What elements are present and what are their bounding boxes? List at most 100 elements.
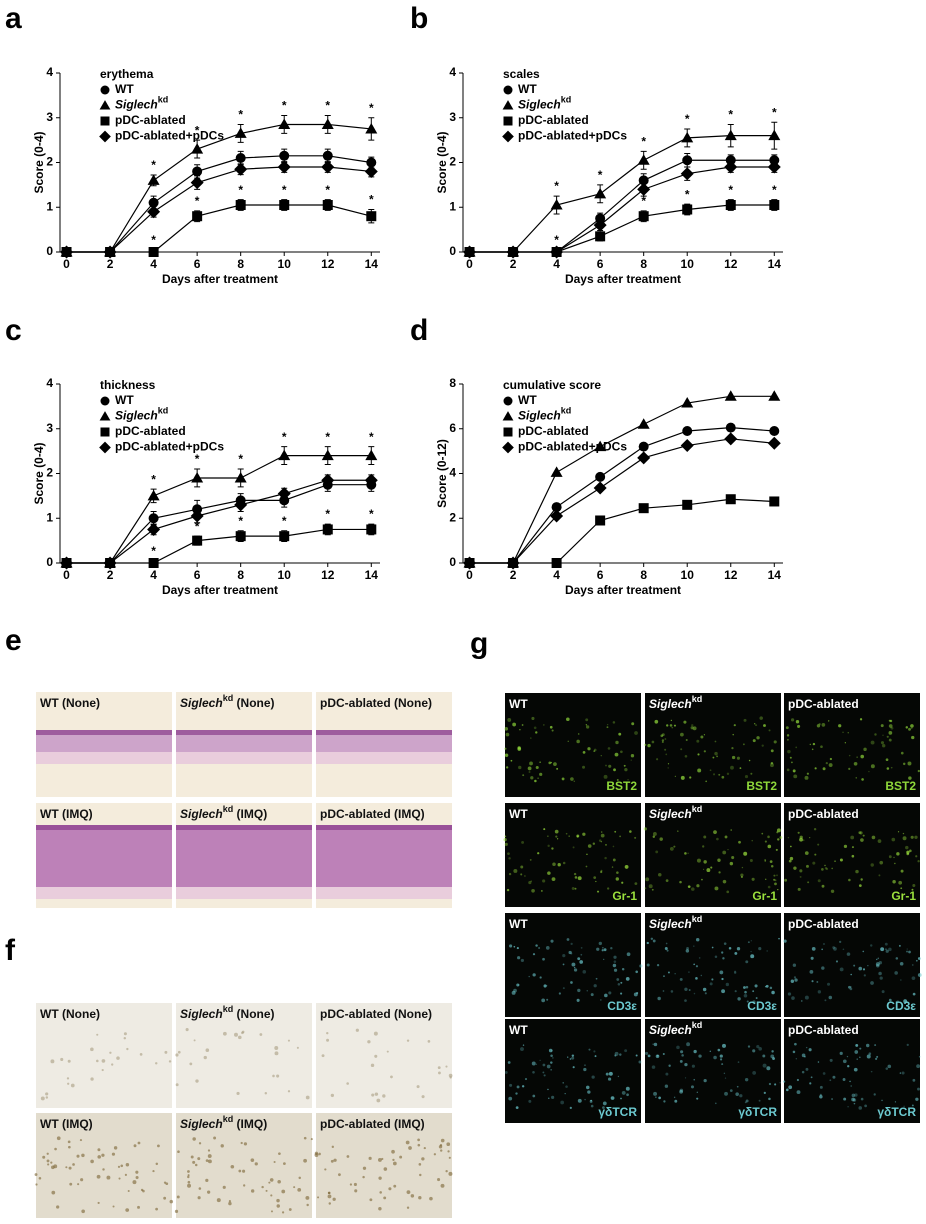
signal-dot: [881, 1099, 883, 1102]
marker: [103, 245, 117, 259]
stain-dot: [194, 1163, 198, 1167]
stain-dot: [238, 1035, 242, 1040]
legend-name: pDC-ablated+pDCs: [115, 440, 224, 454]
stain-dot: [193, 1039, 196, 1042]
signal-dot: [673, 1096, 676, 1099]
signal-dot: [805, 1067, 809, 1071]
stain-dot: [140, 1188, 144, 1192]
stain-dot: [418, 1196, 422, 1200]
signal-dot: [652, 1043, 655, 1046]
stain-dot: [50, 1161, 53, 1164]
signal-dot: [648, 884, 653, 889]
stain-dot: [189, 1062, 193, 1066]
stain-dot: [378, 1176, 382, 1180]
signal-dot: [819, 1094, 823, 1099]
signal-dot: [543, 1074, 546, 1077]
signal-dot: [564, 1092, 566, 1095]
marker: [638, 503, 649, 514]
signal-dot: [752, 990, 755, 993]
signal-dot: [701, 878, 703, 881]
signal-dot: [593, 1050, 596, 1053]
signal-dot: [831, 867, 833, 870]
stain-dot: [222, 1185, 226, 1189]
signal-dot: [867, 964, 869, 967]
signal-dot: [643, 827, 647, 831]
signal-dot: [764, 860, 767, 862]
signal-dot: [848, 767, 851, 770]
signal-dot: [896, 1000, 900, 1003]
stain-dot: [305, 1095, 310, 1100]
signal-dot: [685, 738, 688, 742]
gene-name: Siglech: [180, 1007, 223, 1021]
signal-dot: [773, 878, 776, 881]
signal-dot: [532, 973, 536, 977]
legend-label: pDC-ablated: [518, 424, 589, 438]
stain-dot: [241, 1031, 244, 1035]
stain-dot: [66, 1077, 70, 1080]
stain-dot: [68, 1145, 71, 1149]
signal-dot: [743, 718, 747, 722]
signal-dot: [560, 1100, 565, 1105]
signal-dot: [665, 753, 668, 756]
signal-dot: [614, 1051, 619, 1056]
signal-dot: [662, 1052, 665, 1056]
series-line: [66, 166, 372, 253]
signal-dot: [888, 855, 892, 859]
signal-dot: [617, 1075, 620, 1078]
signal-dot: [684, 1063, 688, 1067]
series-line: [66, 484, 372, 564]
marker: [594, 440, 607, 452]
signal-dot: [900, 887, 903, 890]
stain-dot: [77, 1183, 80, 1186]
signal-dot: [860, 878, 863, 881]
signal-dot: [697, 753, 700, 756]
signal-dot: [823, 943, 825, 945]
signal-dot: [835, 960, 839, 963]
signal-dot: [734, 951, 738, 955]
stain-dot: [349, 1183, 353, 1186]
marker: [366, 524, 377, 535]
signal-dot: [528, 880, 532, 885]
stain-dot: [113, 1146, 118, 1150]
signal-dot: [624, 1049, 628, 1053]
stain-label: BST2: [746, 779, 777, 793]
signal-dot: [588, 1048, 591, 1051]
signal-dot: [839, 1051, 843, 1055]
signal-dot: [801, 1053, 806, 1058]
signal-dot: [651, 1065, 656, 1069]
series-line: [66, 528, 372, 564]
stain-dot: [306, 1203, 309, 1207]
signal-dot: [737, 997, 741, 1001]
stain-dot: [448, 1073, 453, 1078]
signal-dot: [517, 746, 521, 750]
signal-dot: [793, 774, 798, 779]
stain-dot: [318, 1152, 321, 1156]
signal-dot: [912, 992, 916, 996]
tissue-edge: [176, 730, 312, 735]
significance-mark: *: [554, 233, 559, 247]
tissue-band: [176, 825, 312, 887]
signal-dot: [908, 776, 912, 780]
legend-marker: [503, 116, 513, 126]
signal-dot: [647, 743, 651, 748]
signal-dot: [769, 860, 773, 863]
signal-dot: [898, 880, 903, 885]
signal-dot: [726, 772, 730, 776]
stain-dot: [220, 1144, 224, 1148]
signal-dot: [562, 1082, 564, 1084]
legend-name: pDC-ablated+pDCs: [518, 129, 627, 143]
signal-dot: [795, 1058, 798, 1060]
marker: [365, 449, 378, 461]
signal-dot: [738, 840, 741, 844]
marker: [595, 213, 606, 224]
signal-dot: [917, 769, 921, 773]
signal-dot: [572, 1066, 575, 1069]
signal-dot: [906, 1043, 909, 1046]
signal-dot: [522, 1044, 525, 1046]
signal-dot: [616, 779, 619, 781]
image-title-rest: (IMQ): [233, 807, 267, 821]
signal-dot: [621, 968, 625, 971]
significance-mark: *: [641, 194, 646, 208]
signal-dot: [534, 779, 537, 783]
signal-dot: [521, 840, 525, 844]
